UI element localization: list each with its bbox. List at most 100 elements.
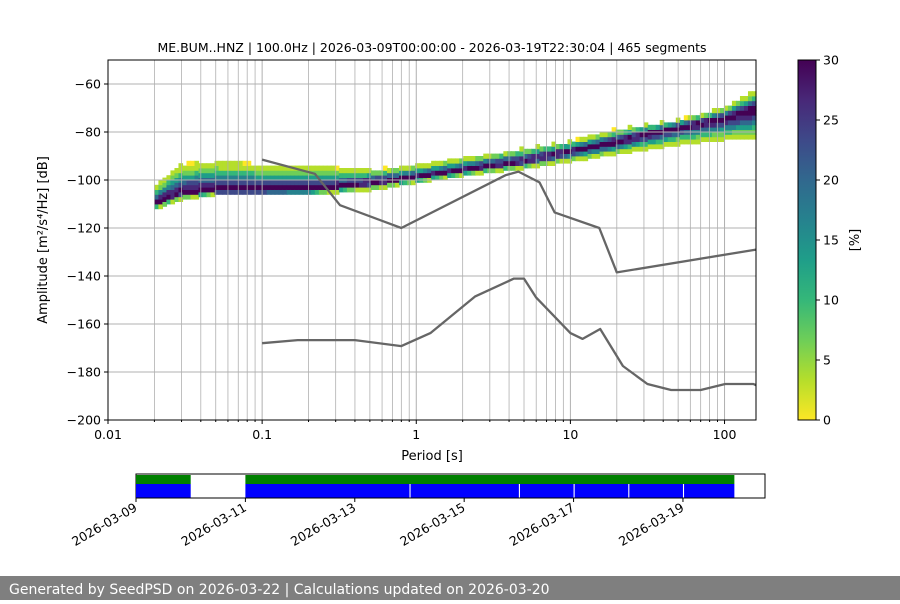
heatmap-cell [515,156,520,162]
heatmap-cell [403,165,408,171]
heatmap-cell [743,134,749,140]
heatmap-cell [334,170,340,176]
heatmap-cell [503,151,508,157]
heatmap-cell [166,184,172,190]
heatmap-cell [607,146,613,152]
heatmap-cell [491,158,496,164]
heatmap-cell [298,170,304,176]
heatmap-cell [451,172,456,178]
heatmap-cell [467,170,472,176]
heatmap-cell [383,180,388,186]
heatmap-cell [290,175,296,181]
heatmap-cell [735,120,741,126]
heatmap-cell [719,136,725,142]
heatmap-cell [162,182,168,188]
heatmap-cell [455,168,460,174]
heatmap-cell [206,187,212,193]
heatmap-cell [330,180,336,186]
heatmap-cell [667,122,673,128]
heatmap-cell [170,180,176,186]
heatmap-cell [635,127,641,133]
heatmap-cell [627,139,633,145]
heatmap-cell [595,134,601,140]
heatmap-cell [226,180,232,186]
heatmap-cell [210,163,216,169]
heatmap-cell [735,105,741,111]
heatmap-cell [715,122,721,128]
heatmap-cell [190,170,196,176]
heatmap-cell [647,139,653,145]
heatmap-cell [170,199,176,205]
heatmap-cell [230,184,236,190]
colorbar-tick-label: 15 [823,233,839,248]
heatmap-cell [194,180,200,186]
heatmap-cell [651,144,657,150]
heatmap-cell [182,194,188,200]
heatmap-cell [663,127,669,133]
heatmap-cell [543,146,549,152]
heatmap-cell [435,170,440,176]
heatmap-cell [214,175,220,181]
heatmap-cell [202,187,208,193]
heatmap-cell [463,170,468,176]
heatmap-cell [463,156,468,162]
heatmap-cell [334,180,340,186]
heatmap-cell [379,175,384,181]
heatmap-cell [475,160,480,166]
heatmap-cell [270,189,276,195]
heatmap-cell [615,134,621,140]
heatmap-cell [222,170,228,176]
heatmap-cell [731,100,737,106]
heatmap-cell [695,115,701,121]
heatmap-cell [439,160,444,166]
heatmap-cell [623,134,629,140]
reference-curve-nhnm [261,158,757,274]
heatmap-cell [515,160,520,166]
heatmap-cell [318,165,324,171]
heatmap-cell [655,144,661,150]
heatmap-cell [182,189,188,195]
heatmap-cell [182,180,188,186]
heatmap-cell [519,165,524,171]
heatmap-cell [302,184,308,190]
heatmap-cell [563,144,569,150]
heatmap-cell [330,165,336,171]
heatmap-cell [539,156,545,162]
heatmap-cell [599,141,605,147]
heatmap-cell [218,175,224,181]
heatmap-cell [226,165,232,171]
heatmap-cell [595,153,601,159]
heatmap-cell [655,134,661,140]
heatmap-cell [270,184,276,190]
heatmap-cell [246,160,252,166]
heatmap-cell [479,160,484,166]
heatmap-cell [471,165,476,171]
heatmap-cell [294,175,300,181]
heatmap-cell [739,134,745,140]
heatmap-cell [507,156,512,162]
heatmap-cell [222,189,228,195]
heatmap-cell [354,168,360,174]
heatmap-cell [234,189,240,195]
heatmap-cell [238,165,244,171]
heatmap-cell [370,175,376,181]
x-tick-label: 10 [562,427,578,442]
heatmap-cell [571,151,577,157]
heatmap-cell [174,172,180,178]
heatmap-cell [274,189,280,195]
heatmap-cell [254,165,260,171]
heatmap-cell [555,153,561,159]
heatmap-cell [583,146,589,152]
heatmap-cell [611,141,617,147]
heatmap-cell [238,180,244,186]
heatmap-cell [727,105,733,111]
heatmap-cell [631,132,637,138]
heatmap-cell [250,175,256,181]
heatmap-cell [499,153,504,159]
heatmap-cell [743,105,749,111]
heatmap-cell [595,148,601,154]
heatmap-cell [254,184,260,190]
heatmap-cell [282,180,288,186]
heatmap-cell [342,172,348,178]
heatmap-cell [715,132,721,138]
